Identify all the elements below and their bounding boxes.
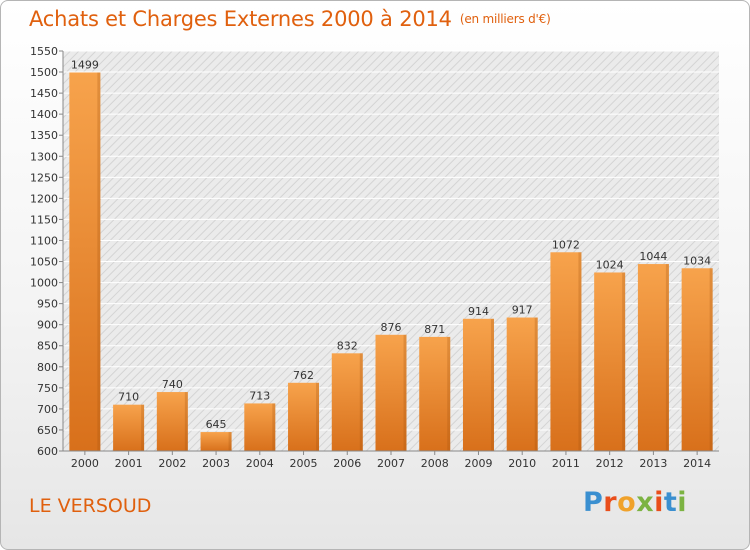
y-tick-label: 1350 [30, 129, 58, 142]
x-axis: 2000 2001 2002 2003 2004 2005 2006 2007 2008 2009… [63, 450, 719, 470]
bar [681, 268, 713, 451]
y-tick-label: 1100 [30, 234, 58, 247]
x-tick-label: 2005 [290, 457, 318, 470]
x-tick-label: 2006 [333, 457, 361, 470]
bar [637, 264, 669, 451]
logo-letter: x [636, 487, 655, 518]
bar-value-label: 1024 [596, 258, 624, 271]
bar-value-label: 740 [162, 378, 183, 391]
y-tick-label: 800 [37, 361, 58, 374]
bar [113, 404, 145, 451]
x-tick-label: 2004 [246, 457, 274, 470]
y-tick-label: 1000 [30, 277, 58, 290]
bars [69, 72, 713, 451]
bar-shade [272, 403, 276, 451]
x-tick-label: 2007 [377, 457, 405, 470]
logo-letter: P [583, 487, 604, 518]
bar [419, 336, 451, 451]
x-tick-label: 2013 [639, 457, 667, 470]
y-tick-label: 1500 [30, 66, 58, 79]
x-tick-label: 2011 [552, 457, 580, 470]
bar [288, 382, 320, 451]
logo-letter: t [663, 487, 678, 518]
bar-shade [490, 318, 494, 451]
value-labels: 1499 710 740 645 713 762 832 876 871 914 917 1072 10… [71, 58, 711, 431]
chart-title-text: Achats et Charges Externes 2000 à 2014 [29, 7, 452, 31]
x-tick-label: 2008 [421, 457, 449, 470]
y-tick-label: 1400 [30, 108, 58, 121]
bar [244, 403, 276, 451]
bar-shade [184, 392, 188, 451]
location-label: LE VERSOUD [29, 495, 152, 517]
y-tick-label: 1550 [30, 45, 58, 58]
bar [156, 392, 188, 451]
bar-shade [403, 334, 407, 451]
bar [200, 432, 232, 451]
bar [506, 317, 538, 451]
logo-letter: r [603, 487, 618, 518]
bar [462, 318, 494, 451]
y-tick-label: 1150 [30, 213, 58, 226]
x-tick-label: 2012 [596, 457, 624, 470]
y-tick-label: 1250 [30, 171, 58, 184]
bar-shade [665, 264, 669, 451]
x-tick-label: 2003 [202, 457, 230, 470]
y-axis: 600 650 700 750 800 850 900 950 1000 1050 1100 1150… [30, 45, 64, 458]
x-tick-label: 2000 [71, 457, 99, 470]
bar-shade [228, 432, 232, 451]
bar-shade [534, 317, 538, 451]
bar-shade [447, 336, 451, 451]
logo-letter: o [617, 487, 637, 518]
proxiti-logo: Proxiti [583, 487, 687, 518]
bar-value-label: 914 [468, 305, 489, 318]
bar-shade [97, 72, 101, 451]
bar-value-label: 762 [293, 369, 314, 382]
x-tick-label: 2014 [683, 457, 711, 470]
y-tick-label: 1200 [30, 192, 58, 205]
bar-shade [709, 268, 713, 451]
y-tick-label: 750 [37, 382, 58, 395]
chart-subtitle: (en milliers d'€) [459, 12, 551, 26]
bar [550, 252, 582, 451]
y-tick-label: 950 [37, 298, 58, 311]
y-tick-label: 600 [37, 445, 58, 458]
bar [375, 334, 407, 451]
logo-letter: i [677, 487, 688, 518]
bar-value-label: 876 [381, 321, 402, 334]
x-tick-label: 2002 [158, 457, 186, 470]
bar-shade [622, 272, 626, 451]
bar-shade [578, 252, 582, 451]
x-tick-label: 2010 [508, 457, 536, 470]
bar-shade [141, 404, 145, 451]
logo-letter: i [654, 487, 664, 518]
bar-value-label: 1499 [71, 58, 99, 71]
chart-title: Achats et Charges Externes 2000 à 2014 (e… [29, 7, 551, 31]
bar-value-label: 832 [337, 339, 358, 352]
y-tick-label: 1300 [30, 150, 58, 163]
bar-value-label: 1072 [552, 238, 580, 251]
bar-value-label: 710 [118, 391, 139, 404]
y-tick-label: 650 [37, 424, 58, 437]
x-tick-label: 2001 [115, 457, 143, 470]
bar-value-label: 1044 [639, 250, 667, 263]
bar-value-label: 645 [206, 418, 227, 431]
bar-shade [316, 382, 320, 451]
y-tick-label: 700 [37, 403, 58, 416]
y-tick-label: 1050 [30, 256, 58, 269]
bar-value-label: 1034 [683, 254, 711, 267]
y-tick-label: 900 [37, 319, 58, 332]
bar-value-label: 871 [424, 323, 445, 336]
bar-value-label: 917 [512, 304, 533, 317]
bar [331, 353, 363, 451]
bar-shade [359, 353, 363, 451]
y-tick-label: 1450 [30, 87, 58, 100]
bar [69, 72, 101, 451]
bar [594, 272, 626, 451]
bar-value-label: 713 [249, 389, 270, 402]
x-tick-label: 2009 [464, 457, 492, 470]
y-tick-label: 850 [37, 340, 58, 353]
